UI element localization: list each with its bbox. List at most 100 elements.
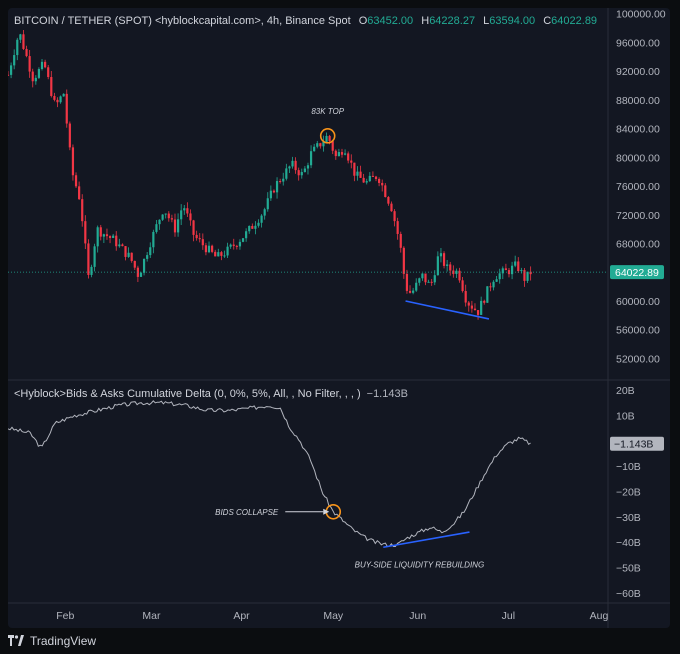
candle-body <box>189 213 192 221</box>
candle-body <box>238 241 242 247</box>
candle-body <box>446 264 449 266</box>
price-tick-label: 92000.00 <box>616 66 660 78</box>
candle-body <box>192 220 195 235</box>
candle-body <box>71 147 75 176</box>
candle-body <box>322 141 325 147</box>
candle-body <box>108 236 112 238</box>
low-label: L <box>483 15 490 27</box>
candle-body <box>142 258 146 273</box>
price-tick-label: 76000.00 <box>616 181 660 193</box>
candle-body <box>275 181 279 193</box>
candle-body <box>176 219 180 233</box>
candle-body <box>412 290 415 293</box>
candle-body <box>22 34 25 49</box>
candle-body <box>501 268 504 274</box>
time-tick-label: Apr <box>233 610 250 622</box>
candle-body <box>476 310 480 315</box>
delta-tick-label: −30B <box>616 512 641 524</box>
candle-body <box>59 96 62 103</box>
candle-body <box>504 268 507 271</box>
symbol-title: BITCOIN / TETHER (SPOT) <hyblockcapital.… <box>14 15 351 27</box>
candle-body <box>297 170 300 176</box>
candle-body <box>492 281 495 288</box>
candle-body <box>31 71 34 82</box>
candle-body <box>211 245 214 252</box>
candle-body <box>285 168 288 179</box>
candle-body <box>381 182 384 186</box>
candle-body <box>34 77 37 82</box>
candle-body <box>362 177 365 183</box>
low-value: 63594.00 <box>489 15 536 27</box>
candle-body <box>331 141 334 151</box>
candle-body <box>365 181 368 183</box>
candle-body <box>118 244 121 247</box>
candle-body <box>65 93 68 124</box>
candle-body <box>300 172 303 176</box>
candle-body <box>266 198 269 210</box>
candle-body <box>371 175 375 177</box>
high-value: 64228.27 <box>429 15 476 27</box>
candle-body <box>105 234 109 237</box>
indicator-value: −1.143B <box>366 388 408 400</box>
candle-body <box>260 215 263 223</box>
footer-brand: TradingView <box>30 634 97 648</box>
delta-series-line <box>8 400 531 548</box>
candle-body <box>343 153 347 155</box>
candle-body <box>248 225 251 232</box>
candle-body <box>115 235 118 247</box>
candle-body <box>254 225 257 229</box>
candle-body <box>350 160 353 163</box>
candle-body <box>473 308 477 311</box>
candle-body <box>173 219 177 233</box>
footer[interactable]: TradingView <box>8 632 96 650</box>
candle-body <box>319 143 322 147</box>
candle-body <box>325 135 328 142</box>
delta-tick-label: −60B <box>616 588 641 600</box>
candle-body <box>279 181 282 183</box>
candle-body <box>510 265 514 275</box>
candle-body <box>47 67 50 78</box>
annotation-bids-collapse: BIDS COLLAPSE <box>215 508 279 517</box>
candle-body <box>186 208 189 214</box>
candle-body <box>37 69 41 78</box>
candle-body <box>415 282 418 291</box>
time-tick-label: Jun <box>409 610 426 622</box>
price-tick-label: 84000.00 <box>616 124 660 136</box>
price-tick-label: 60000.00 <box>616 296 660 308</box>
candle-body <box>408 290 412 293</box>
candle-body <box>334 150 337 157</box>
candle-body <box>93 246 96 267</box>
candle-body <box>387 197 390 204</box>
candle-body <box>40 61 44 70</box>
candle-body <box>229 244 232 247</box>
candle-body <box>50 77 53 96</box>
candle-body <box>235 245 238 247</box>
price-tick-label: 52000.00 <box>616 353 660 365</box>
candle-body <box>74 175 78 187</box>
candle-body <box>164 213 167 215</box>
candle-body <box>396 221 399 234</box>
candle-body <box>427 281 430 283</box>
candle-body <box>436 256 439 276</box>
candle-body <box>195 234 198 239</box>
time-tick-label: Aug <box>590 610 609 622</box>
candle-body <box>56 99 59 103</box>
annotation-buy-side-liquidity: BUY-SIDE LIQUIDITY REBUILDING <box>355 561 485 570</box>
candle-body <box>130 252 133 261</box>
time-tick-label: Mar <box>142 610 161 622</box>
candle-body <box>232 244 235 246</box>
candle-body <box>483 300 486 303</box>
candle-body <box>433 275 436 283</box>
open-label: O <box>358 15 368 27</box>
high-label: H <box>421 15 430 27</box>
chart-canvas[interactable]: 100000.00 96000.00 92000.00 88000.00 84000.0… <box>8 8 670 628</box>
candle-body <box>96 227 99 247</box>
delta-tick-label: −10B <box>616 461 641 473</box>
candle-body <box>133 260 136 268</box>
candle-body <box>201 239 204 246</box>
candle-body <box>288 166 291 169</box>
candle-body <box>449 264 452 271</box>
delta-value-label: −1.143B <box>614 439 653 451</box>
delta-tick-label: −40B <box>616 537 641 549</box>
candle-body <box>223 255 226 257</box>
